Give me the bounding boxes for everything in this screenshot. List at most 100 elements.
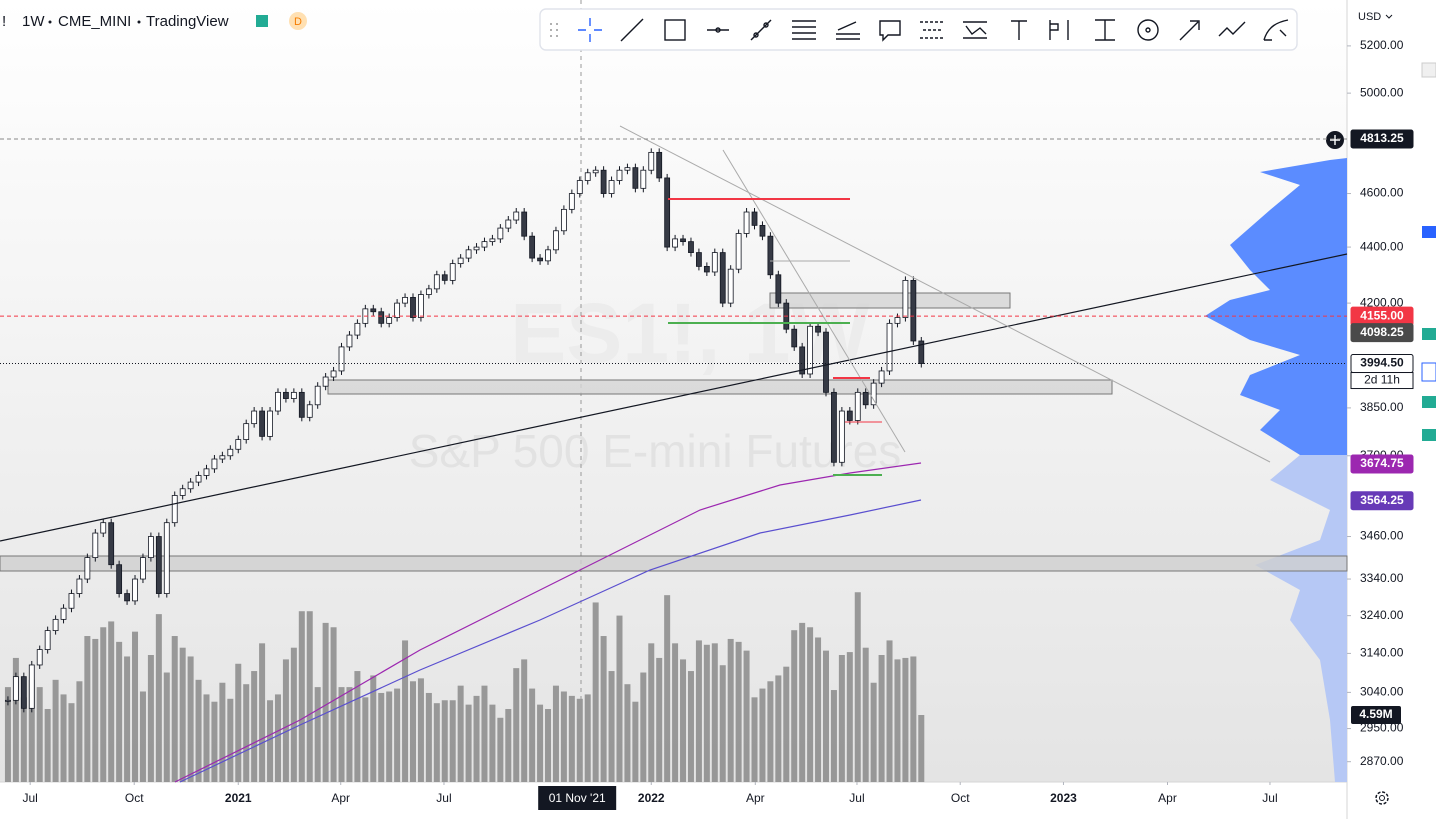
countdown-badge bbox=[1350, 372, 1414, 390]
market-status[interactable] bbox=[256, 15, 268, 27]
volume-bar bbox=[576, 698, 583, 782]
y-tick-label: 3140.00 bbox=[1360, 646, 1404, 660]
crosshair-tool[interactable] bbox=[578, 18, 602, 42]
side-marker[interactable] bbox=[1421, 362, 1436, 382]
volume-bar bbox=[862, 647, 869, 782]
candle bbox=[338, 346, 345, 372]
volume-bar bbox=[656, 657, 663, 782]
brush-tool[interactable] bbox=[1263, 19, 1289, 41]
zone[interactable] bbox=[769, 292, 1011, 309]
zone[interactable] bbox=[0, 555, 1348, 572]
volume-bar bbox=[473, 695, 480, 782]
drag-handle[interactable] bbox=[550, 23, 558, 37]
volume-bar bbox=[163, 672, 170, 782]
volume-badge-label: 4.59M bbox=[1359, 707, 1392, 721]
settings[interactable] bbox=[1375, 791, 1389, 805]
fib-tool[interactable] bbox=[792, 20, 816, 40]
volume-bar bbox=[259, 643, 266, 782]
pattern-tool[interactable] bbox=[1049, 20, 1069, 40]
cycle-tool[interactable] bbox=[1145, 27, 1151, 33]
interval[interactable]: 1W bbox=[22, 13, 45, 30]
volume-bar bbox=[687, 671, 694, 782]
ray-tool[interactable] bbox=[763, 22, 769, 28]
volume-bar bbox=[608, 671, 615, 782]
volume-bar bbox=[584, 694, 591, 782]
delay-label[interactable]: D bbox=[294, 16, 302, 28]
pitchfork-tool[interactable] bbox=[836, 21, 860, 40]
volume-bar bbox=[815, 637, 822, 782]
candle bbox=[743, 211, 750, 234]
volume-bar bbox=[108, 621, 115, 782]
range-tool[interactable] bbox=[920, 21, 944, 39]
y-tick-label: 5200.00 bbox=[1360, 38, 1404, 52]
forecast-tool[interactable] bbox=[963, 21, 987, 39]
candle bbox=[322, 376, 329, 387]
volume-bar bbox=[425, 692, 432, 782]
volume-bar bbox=[211, 701, 218, 782]
candle bbox=[505, 219, 512, 229]
candle bbox=[203, 468, 210, 476]
x-tick-label: Apr bbox=[746, 791, 765, 805]
moving-average bbox=[179, 499, 922, 783]
candle bbox=[616, 169, 623, 181]
candle bbox=[568, 193, 575, 210]
volume-bar bbox=[489, 704, 496, 782]
volume-bar bbox=[354, 671, 361, 782]
symbol[interactable]: ! bbox=[2, 13, 6, 30]
exchange: CME_MINI bbox=[58, 13, 131, 30]
trend-line[interactable] bbox=[722, 149, 906, 453]
candle bbox=[894, 317, 901, 324]
volume-bar bbox=[28, 679, 35, 782]
candle bbox=[219, 455, 226, 460]
volume-bar bbox=[155, 614, 162, 782]
volume-bar bbox=[545, 709, 552, 782]
y-tick-label: 2950.00 bbox=[1360, 721, 1404, 735]
side-marker[interactable] bbox=[1422, 328, 1436, 340]
delay-badge[interactable] bbox=[289, 12, 307, 30]
volume-bar bbox=[505, 709, 512, 782]
candle bbox=[473, 246, 480, 251]
candle bbox=[624, 167, 631, 171]
watermark-name: S&P 500 E-mini Futures bbox=[409, 425, 902, 477]
x-tick-label: 2021 bbox=[225, 791, 252, 805]
currency[interactable]: USD bbox=[1358, 11, 1381, 23]
volume-bar bbox=[457, 685, 464, 782]
volume-bar bbox=[52, 679, 59, 782]
arrow-tool[interactable] bbox=[1179, 20, 1200, 41]
callout-tool[interactable] bbox=[879, 20, 901, 42]
text-tool[interactable] bbox=[1011, 20, 1027, 40]
trend-line-tool[interactable] bbox=[620, 18, 644, 42]
volume-bar bbox=[513, 668, 520, 782]
volume-bar bbox=[521, 659, 528, 782]
candle bbox=[227, 448, 234, 457]
side-marker[interactable] bbox=[1422, 396, 1436, 408]
candle bbox=[886, 322, 893, 372]
rectangle-tool[interactable] bbox=[664, 19, 686, 41]
candle bbox=[354, 322, 361, 336]
volume-bar bbox=[449, 700, 456, 782]
candle bbox=[560, 208, 567, 232]
candle bbox=[457, 257, 464, 265]
volume-bar bbox=[910, 656, 917, 782]
candle bbox=[521, 211, 528, 237]
volume-bar bbox=[711, 643, 718, 782]
cycle-tool[interactable] bbox=[1137, 19, 1159, 41]
candle bbox=[751, 211, 758, 226]
trend-line[interactable] bbox=[619, 125, 1271, 463]
candle bbox=[513, 211, 520, 221]
path-tool[interactable] bbox=[1218, 21, 1246, 37]
candle bbox=[195, 475, 202, 483]
ray-tool[interactable] bbox=[753, 32, 759, 38]
side-marker[interactable] bbox=[1422, 226, 1436, 238]
volume-bar bbox=[807, 627, 814, 782]
side-widget[interactable] bbox=[1421, 62, 1436, 78]
candle bbox=[148, 536, 154, 558]
currency-dropdown[interactable] bbox=[1385, 14, 1393, 19]
add-alert[interactable] bbox=[1330, 135, 1340, 145]
trend-line[interactable] bbox=[0, 253, 1348, 542]
side-marker[interactable] bbox=[1422, 429, 1436, 441]
drawing-toolbar bbox=[539, 8, 1298, 51]
measure-tool[interactable] bbox=[1095, 19, 1115, 41]
horizontal-line-tool[interactable] bbox=[715, 27, 721, 33]
volume-bar bbox=[672, 643, 679, 782]
